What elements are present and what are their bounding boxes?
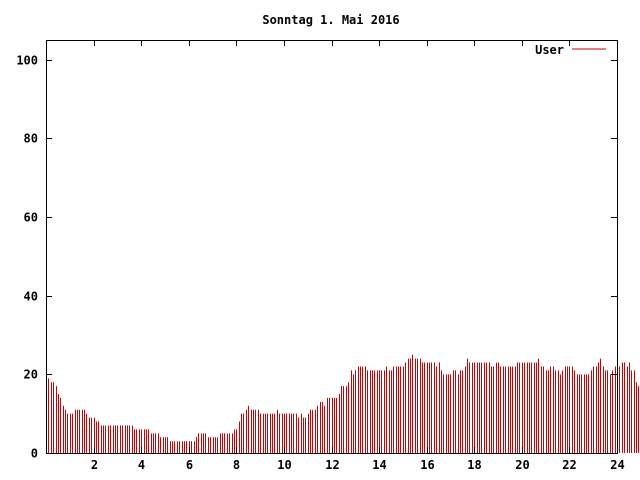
chart-title: Sonntag 1. Mai 2016: [262, 13, 399, 27]
y-tick-label: 20: [24, 368, 38, 382]
y-tick-label: 40: [24, 290, 38, 304]
bars-layer: [46, 354, 639, 453]
legend-label-user: User: [535, 43, 564, 57]
x-tick-label: 10: [277, 458, 291, 472]
x-tick-label: 22: [562, 458, 576, 472]
y-tick-label: 60: [24, 211, 38, 225]
legend: User: [535, 43, 606, 57]
y-tick-label: 100: [16, 54, 38, 68]
y-tick-label: 0: [31, 447, 38, 461]
x-tick-label: 2: [91, 458, 98, 472]
x-tick-label: 4: [138, 458, 145, 472]
x-tick-label: 18: [467, 458, 481, 472]
x-tick-label: 6: [186, 458, 193, 472]
x-tick-label: 12: [325, 458, 339, 472]
x-tick-label: 8: [233, 458, 240, 472]
x-tick-label: 14: [372, 458, 386, 472]
x-tick-label: 24: [610, 458, 624, 472]
x-tick-label: 20: [515, 458, 529, 472]
x-tick-label: 16: [420, 458, 434, 472]
y-tick-label: 80: [24, 132, 38, 146]
